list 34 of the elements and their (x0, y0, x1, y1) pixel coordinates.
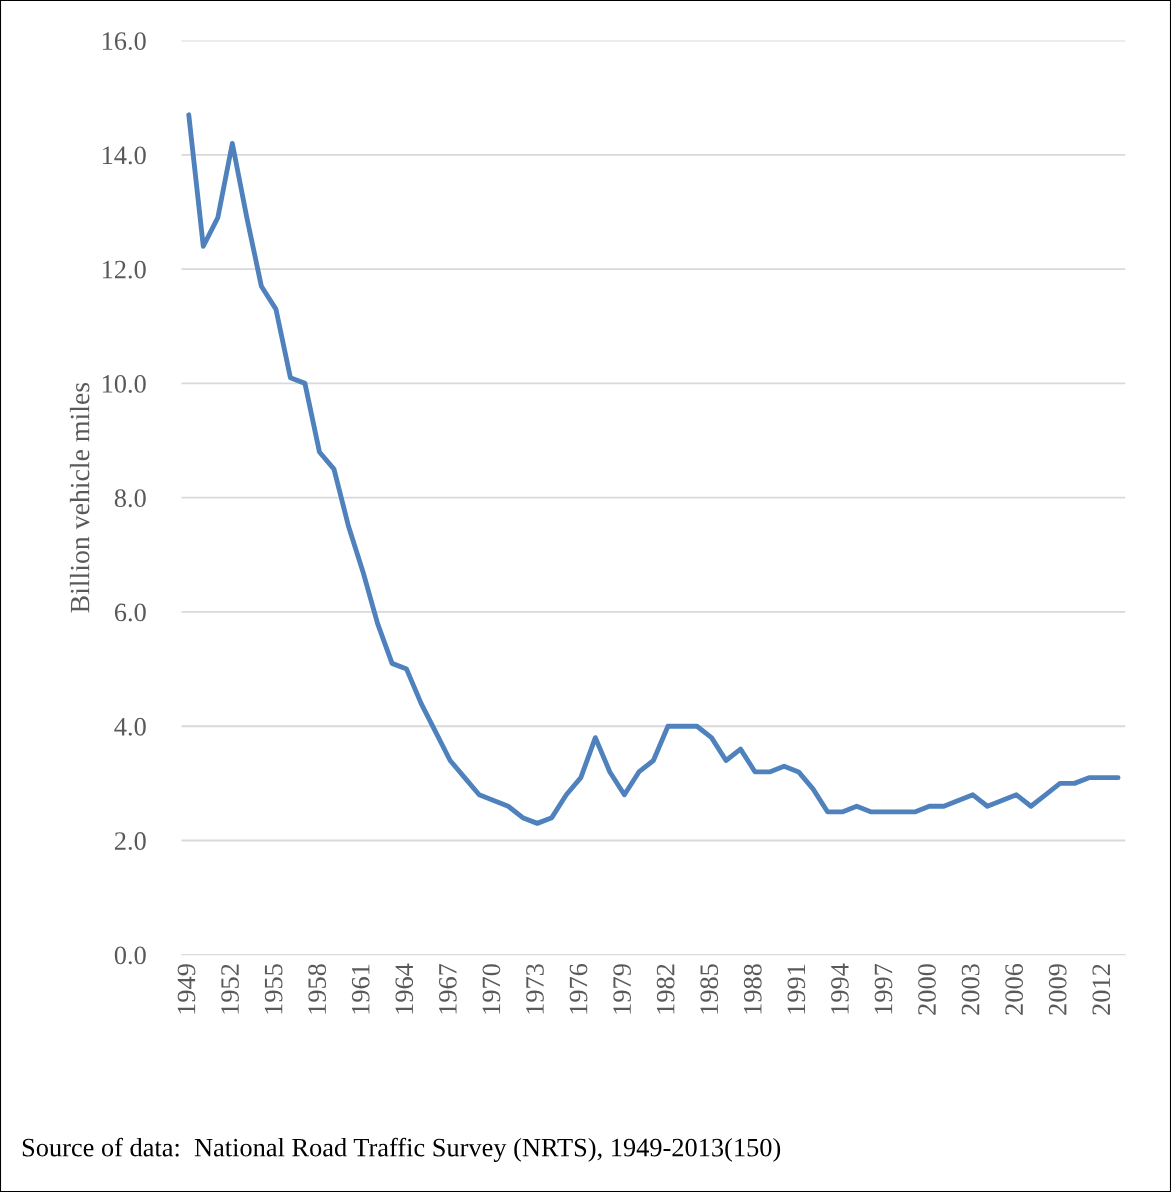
x-tick-label: 1994 (831, 963, 849, 1014)
x-tick-label: 2009 (1048, 964, 1067, 1015)
x-tick-label: 1976 (569, 963, 588, 1014)
x-tick-label: 1991 (787, 964, 806, 1014)
x-tick-label: 1967 (439, 963, 457, 1014)
y-tick-label: 10.0 (102, 374, 146, 393)
x-tick-label: 1988 (743, 964, 762, 1014)
x-tick-label: 2000 (918, 964, 936, 1015)
x-tick-label: 1997 (874, 963, 893, 1014)
x-tick-label: 1949 (177, 964, 196, 1014)
y-tick-label: 12.0 (102, 260, 146, 279)
x-tick-label: 2006 (1005, 963, 1024, 1015)
x-tick-label: 1985 (700, 964, 719, 1014)
x-tick-label: 1952 (221, 964, 239, 1014)
y-axis-title: Billion vehicle miles (69, 382, 90, 613)
y-tick-label: 16.0 (102, 32, 146, 51)
source-note: Source of data: National Road Traffic Survey (NRTS), 1949-2013(150) (22, 1137, 781, 1162)
x-tick-label: 1970 (482, 964, 501, 1014)
y-tick-label: 2.0 (114, 832, 146, 851)
x-tick-label: 1955 (264, 964, 283, 1014)
y-tick-label: 8.0 (114, 489, 146, 508)
line-series (186, 112, 1121, 826)
x-tick-label: 1982 (656, 964, 675, 1014)
y-tick-label: 4.0 (114, 717, 146, 736)
y-tick-label: 6.0 (114, 603, 146, 622)
x-tick-label: 1979 (613, 964, 631, 1014)
y-tick-label: 0.0 (114, 946, 146, 965)
x-tick-label: 2003 (961, 964, 980, 1015)
x-tick-label: 2012 (1092, 964, 1111, 1015)
y-tick-label: 14.0 (102, 146, 146, 165)
x-tick-label: 1958 (308, 964, 327, 1014)
x-tick-label: 1964 (395, 963, 414, 1014)
x-tick-label: 1961 (351, 964, 370, 1014)
x-tick-label: 1973 (526, 964, 544, 1014)
